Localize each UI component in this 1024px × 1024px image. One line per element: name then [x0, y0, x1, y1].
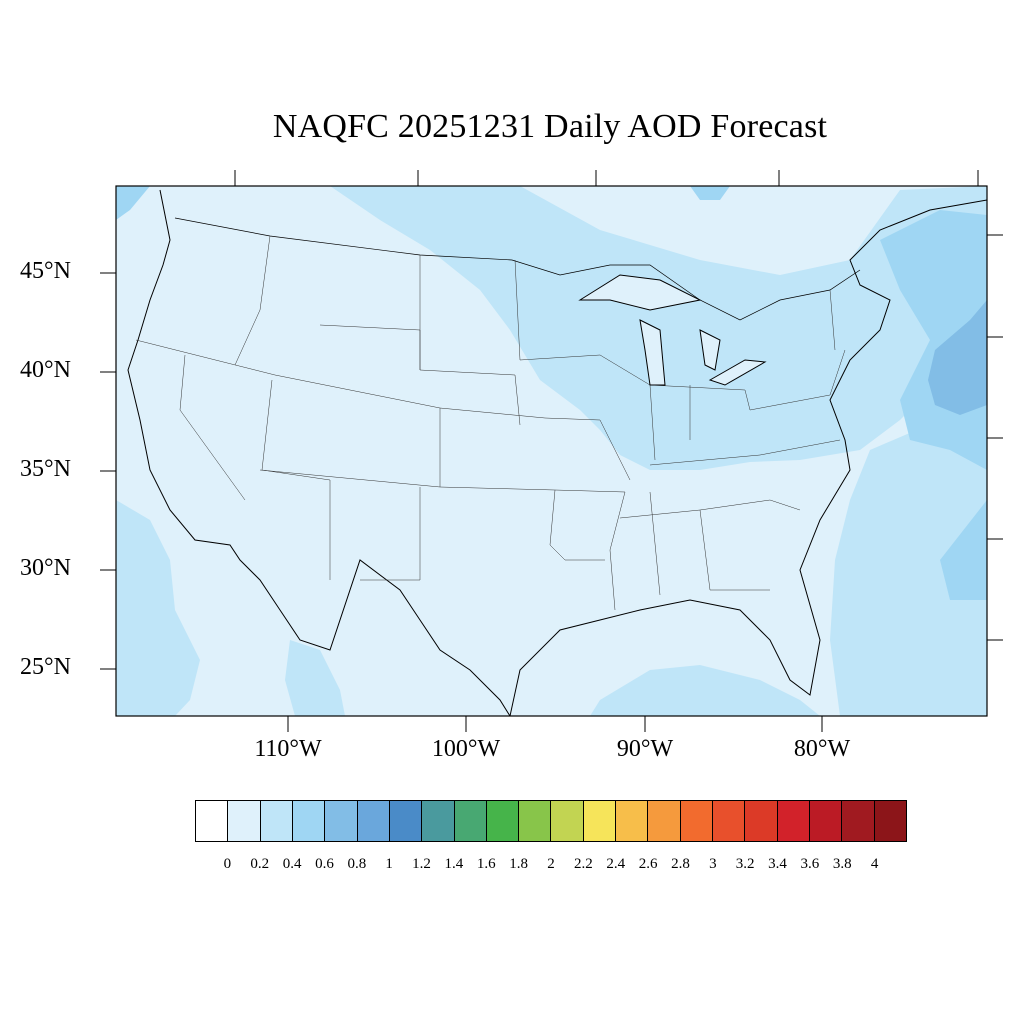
- aod-field: [116, 186, 987, 716]
- aod-band-pacific-south: [116, 500, 200, 716]
- aod-band-se-atlantic: [940, 500, 987, 600]
- colorbar-box: [260, 801, 293, 841]
- colorbar-box: [777, 801, 810, 841]
- colorbar-box: [551, 801, 584, 841]
- border-north: [174, 217, 861, 321]
- aod-band-plume: [330, 186, 987, 470]
- colorbar-label: 1.8: [509, 856, 528, 872]
- colorbar-box: [745, 801, 778, 841]
- colorbar-label: 0.2: [250, 856, 270, 872]
- map-title: NAQFC 20251231 Daily AOD Forecast: [272, 108, 828, 145]
- colorbar-box: [874, 801, 906, 841]
- colorbar-label: 0.4: [282, 856, 302, 872]
- colorbar-label: 2.4: [606, 856, 626, 872]
- colorbar-label: 3: [709, 856, 717, 872]
- lat-label-40: 40°N: [20, 357, 71, 383]
- colorbar-box: [680, 801, 713, 841]
- colorbar-label: 3.6: [800, 856, 820, 872]
- great-lakes: [578, 274, 767, 386]
- tick-marks: [100, 170, 1003, 732]
- colorbar-box: [228, 801, 261, 841]
- colorbar-box: [713, 801, 746, 841]
- colorbar-box: [583, 801, 617, 841]
- lat-label-25: 25°N: [20, 654, 71, 680]
- colorbar-label: 0.6: [315, 856, 334, 872]
- colorbar-box: [196, 801, 229, 841]
- colorbar-label: 1.4: [444, 856, 464, 872]
- colorbar-box: [422, 801, 455, 841]
- colorbar-label: 3.4: [768, 856, 787, 872]
- lon-label-80: 80°W: [793, 736, 851, 762]
- colorbar-label: 0.8: [347, 856, 367, 872]
- state-lines: [135, 235, 846, 611]
- lon-label-90: 90°W: [616, 736, 674, 762]
- colorbar-box: [648, 801, 681, 841]
- colorbar-label: 4: [870, 856, 879, 872]
- lat-label-30: 30°N: [20, 555, 71, 581]
- coastline: [127, 189, 511, 716]
- colorbar-label: 2.2: [573, 856, 593, 872]
- colorbar-label: 1.2: [412, 856, 431, 872]
- colorbar-label: 2: [547, 856, 555, 872]
- colorbar-box: [486, 801, 520, 841]
- colorbar-box: [389, 801, 423, 841]
- aod-band-baja: [285, 640, 345, 716]
- colorbar-label: 3.2: [735, 856, 755, 872]
- colorbar-box: [842, 801, 875, 841]
- aod-band-atlantic: [830, 420, 987, 716]
- aod-band-atlantic-core: [928, 300, 987, 415]
- aod-band-sw-corner: [116, 186, 150, 220]
- colorbar-box: [809, 801, 843, 841]
- colorbar-box: [325, 801, 358, 841]
- colorbar-label: 2.6: [638, 856, 658, 872]
- lon-label-100: 100°W: [431, 736, 501, 762]
- colorbar-label: 0: [223, 856, 232, 872]
- colorbar-box: [357, 801, 390, 841]
- colorbar-box: [454, 801, 487, 841]
- aod-band-gulf: [590, 665, 820, 716]
- colorbar-box: [519, 801, 552, 841]
- colorbar-label: 1.6: [476, 856, 496, 872]
- colorbar-label: 2.8: [671, 856, 690, 872]
- lat-label-35: 35°N: [20, 456, 71, 482]
- colorbar-label: 3.8: [832, 856, 852, 872]
- colorbar-box: [292, 801, 326, 841]
- colorbar-label: 1: [385, 856, 393, 872]
- gulf-coast: [509, 199, 987, 716]
- colorbar: [195, 800, 907, 842]
- colorbar-box: [616, 801, 649, 841]
- lon-label-110: 110°W: [254, 736, 322, 762]
- aod-band-nw-top: [690, 186, 730, 200]
- map-frame: [115, 185, 988, 717]
- lat-label-45: 45°N: [20, 258, 71, 284]
